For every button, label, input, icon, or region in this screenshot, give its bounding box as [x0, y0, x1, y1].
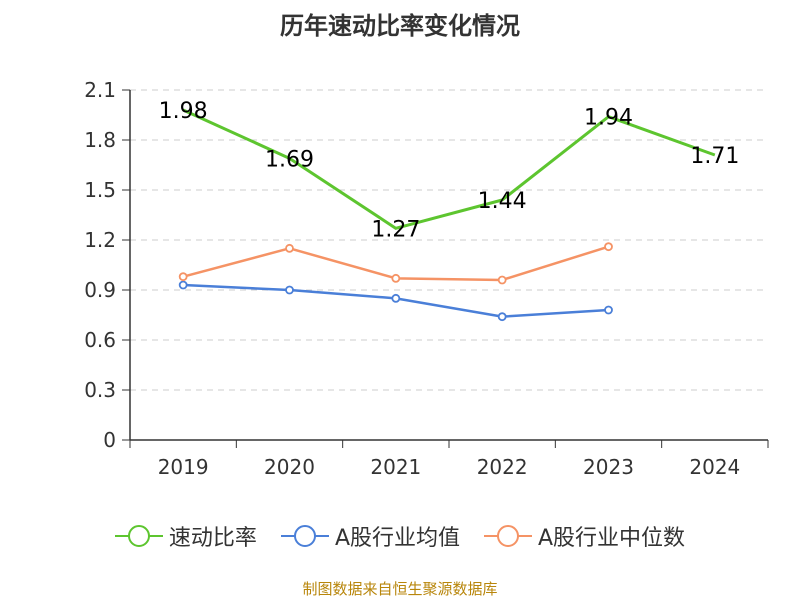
legend-item-industry-median[interactable]: A股行业中位数: [484, 520, 685, 552]
x-tick-label: 2023: [583, 455, 634, 479]
axis-layer: 0 0.3 0.6 0.9 1.2 1.5 1.8 2.1 2019 2020 2021 2022 20…: [84, 78, 769, 479]
legend-item-industry-mean[interactable]: A股行业均值: [280, 520, 460, 552]
data-point: [285, 285, 294, 295]
y-tick-label: 1.5: [84, 178, 116, 202]
y-tick-label: 1.2: [84, 228, 116, 252]
legend-label: 速动比率: [168, 526, 257, 551]
x-tick-label: 2021: [370, 455, 421, 479]
data-point: [604, 305, 613, 315]
grid-layer: [130, 89, 768, 391]
y-tick-label: 2.1: [84, 78, 116, 102]
data-source-note: 制图数据来自恒生聚源数据库: [302, 580, 498, 598]
series-line: [182, 108, 716, 230]
legend-item-quick-ratio[interactable]: 速动比率: [114, 520, 257, 552]
data-point: [497, 312, 507, 322]
x-tick-label: 2024: [689, 455, 740, 479]
y-tick-label: 0.6: [84, 328, 116, 352]
legend-marker-icon: [280, 524, 329, 548]
label-layer: 1.98 1.69 1.27 1.44 1.94 1.71: [159, 99, 740, 242]
data-point: [178, 272, 188, 282]
legend-marker-icon: [114, 524, 163, 548]
y-tick-label: 0.9: [84, 278, 116, 302]
data-point: [178, 280, 188, 290]
data-label: 1.69: [265, 147, 314, 172]
y-tick-label: 1.8: [84, 128, 116, 152]
data-point: [391, 273, 401, 283]
data-point: [604, 242, 613, 252]
data-label: 1.27: [371, 217, 420, 242]
legend: 速动比率 A股行业均值 A股行业中位数: [0, 520, 800, 552]
legend-label: A股行业中位数: [538, 526, 686, 551]
x-tick-label: 2020: [264, 455, 315, 479]
data-point: [497, 275, 507, 285]
y-tick-label: 0.3: [84, 378, 116, 402]
legend-marker-icon: [484, 524, 532, 548]
y-tick-label: 0: [103, 428, 116, 452]
chart-title: 历年速动比率变化情况: [280, 12, 520, 40]
data-label: 1.94: [584, 106, 633, 131]
series-layer: [178, 108, 716, 322]
data-label: 1.98: [159, 99, 208, 124]
x-tick-label: 2022: [477, 455, 528, 479]
legend-label: A股行业均值: [334, 526, 460, 551]
data-label: 1.71: [690, 144, 739, 169]
data-label: 1.44: [478, 189, 527, 214]
data-point: [285, 243, 294, 253]
x-tick-label: 2019: [158, 455, 209, 479]
data-point: [391, 293, 401, 303]
